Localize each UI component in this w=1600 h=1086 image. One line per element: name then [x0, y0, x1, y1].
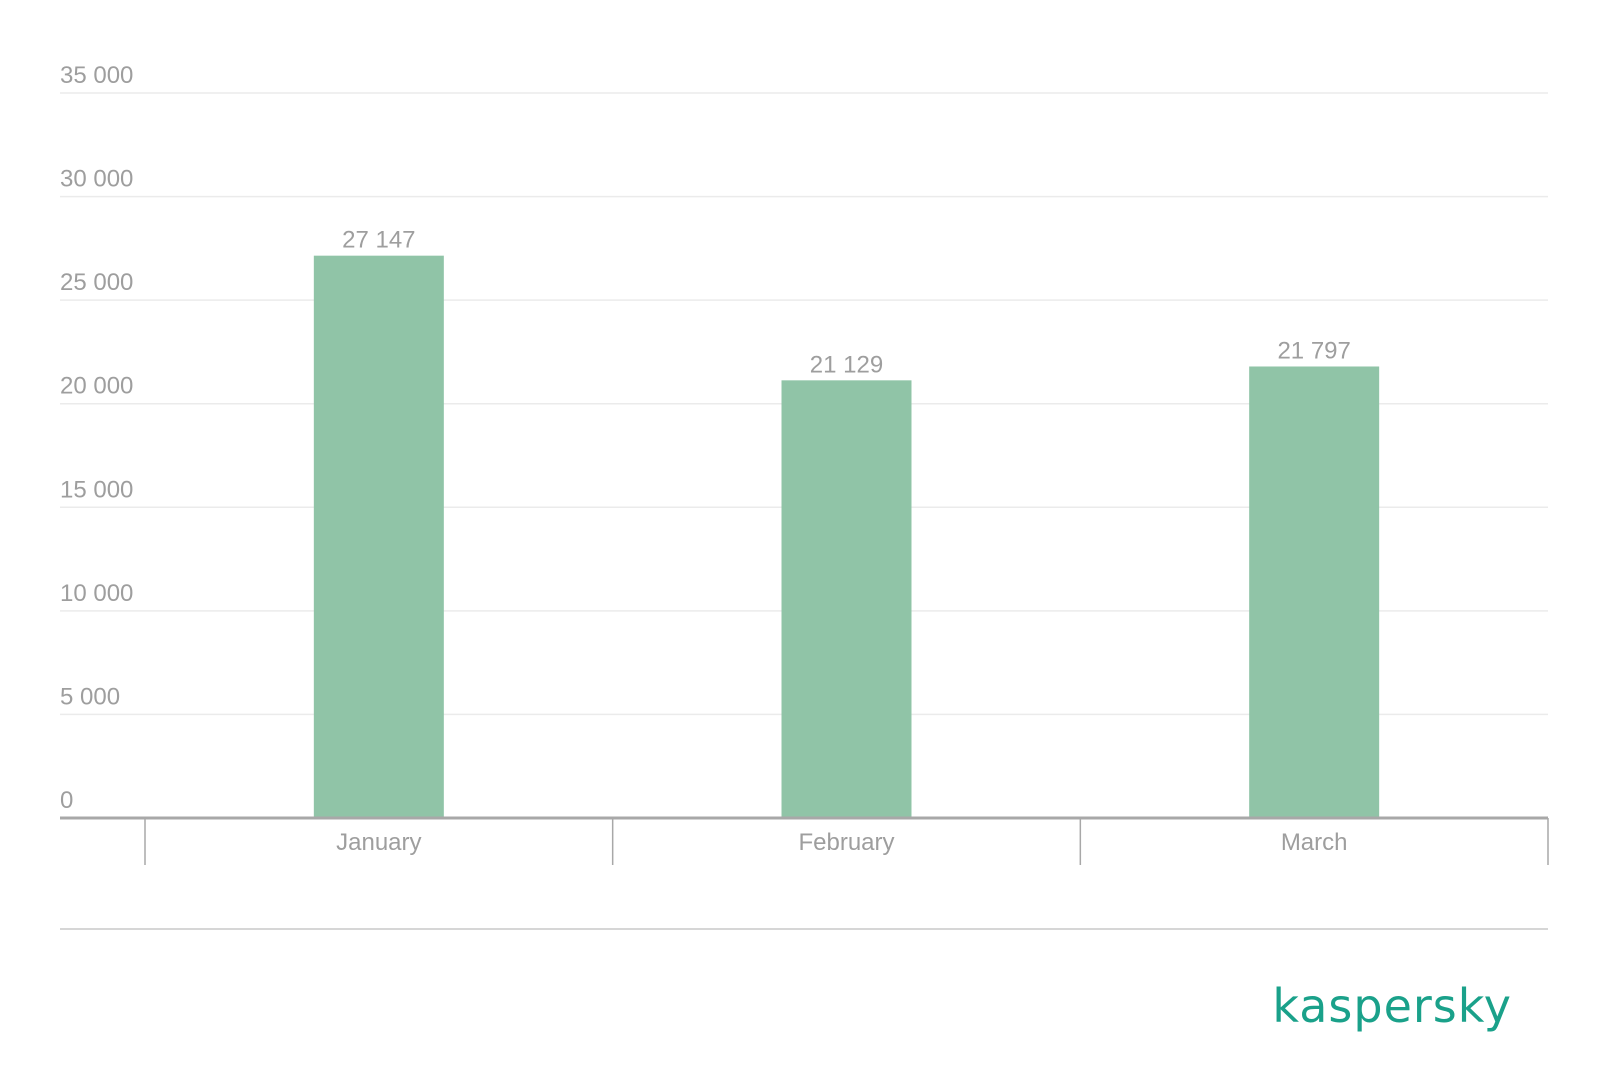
- x-axis: [60, 816, 1549, 865]
- y-tick-label: 30 000: [60, 166, 133, 193]
- kaspersky-logo: kaspersky: [1272, 979, 1512, 1033]
- y-tick-label: 35 000: [60, 62, 133, 89]
- y-tick-label: 20 000: [60, 373, 133, 400]
- x-category-label: March: [1281, 829, 1348, 856]
- y-tick-label: 15 000: [60, 476, 133, 503]
- bars: [313, 255, 1380, 818]
- y-axis-ticks: 0 5 000 10 000 15 000 20 000 25 000 30 000 35 0…: [60, 62, 133, 814]
- y-tick-label: 10 000: [60, 580, 133, 607]
- data-labels: 27 147 21 129 21 797: [342, 227, 1351, 379]
- x-axis-categories: January February March: [336, 829, 1347, 856]
- data-label: 27 147: [342, 227, 415, 254]
- x-category-label: January: [336, 829, 421, 856]
- y-tick-label: 5 000: [60, 683, 120, 710]
- y-tick-label: 25 000: [60, 269, 133, 296]
- data-label: 21 129: [810, 351, 883, 378]
- bar: [313, 255, 444, 818]
- bar: [1249, 366, 1380, 818]
- y-tick-label: 0: [60, 787, 73, 814]
- x-category-label: February: [798, 829, 894, 856]
- bar: [781, 380, 912, 818]
- data-label: 21 797: [1277, 337, 1350, 364]
